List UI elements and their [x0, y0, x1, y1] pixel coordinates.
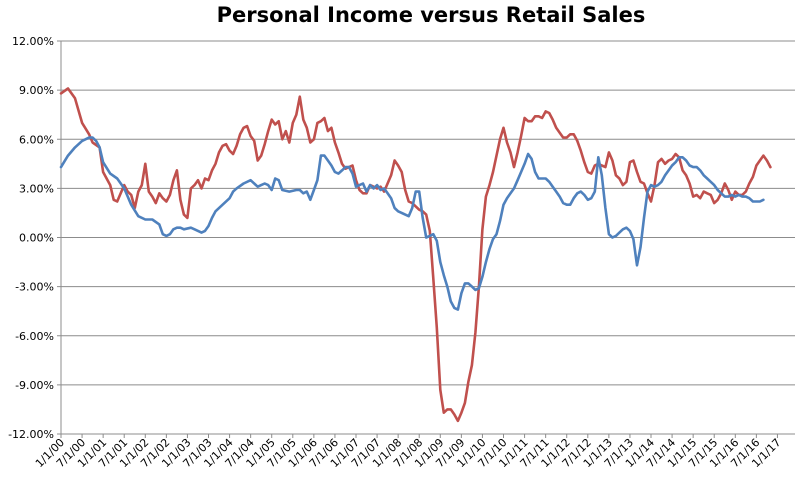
y-tick-label: 6.00% — [19, 133, 54, 146]
chart-title: Personal Income versus Retail Sales — [216, 3, 646, 27]
y-axis-tick-labels: 12.00% 9.00% 6.00% 3.00% 0.00% -3.00% -6.00% -9… — [8, 35, 54, 441]
axes — [57, 40, 795, 438]
y-tick-label: -12.00% — [8, 428, 54, 441]
series-line-blue — [59, 136, 765, 311]
y-tick-label: -6.00% — [15, 330, 54, 343]
series-line-red — [59, 87, 772, 423]
y-tick-label: 9.00% — [19, 84, 54, 97]
series-lines — [59, 87, 772, 423]
y-tick-label: 0.00% — [19, 232, 54, 245]
y-tick-label: 12.00% — [12, 35, 54, 48]
y-tick-label: -3.00% — [15, 281, 54, 294]
x-axis-tick-labels: 1/1/007/1/001/1/017/1/011/1/027/1/021/1/… — [33, 436, 784, 470]
y-tick-label: -9.00% — [15, 379, 54, 392]
y-tick-label: 3.00% — [19, 182, 54, 195]
